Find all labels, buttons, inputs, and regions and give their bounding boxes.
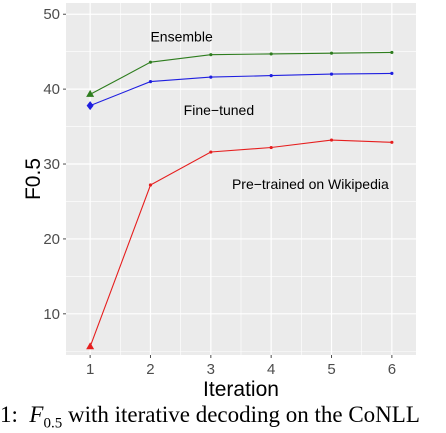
figure-caption: 1: F0.5 with iterative decoding on the C… [0,402,446,433]
y-tick-label: 20 [43,231,60,248]
data-point [148,60,153,64]
x-axis-title: Iteration [203,378,279,401]
caption-prefix: 1: [0,402,30,427]
caption-math-sub: 0.5 [43,415,63,432]
data-point [329,72,334,76]
data-point [269,74,273,78]
y-tick-label: 30 [43,156,60,173]
x-tick-label: 4 [267,361,275,378]
data-point [390,50,394,55]
data-point [269,145,273,150]
x-tick-label: 3 [207,361,215,378]
series-layer [86,50,394,350]
data-point [209,53,213,57]
data-point [86,101,94,111]
data-point [209,150,213,154]
series-annotation: Ensemble [150,29,212,45]
series-annotation: Pre−trained on Wikipedia [232,176,389,192]
data-point [329,138,334,142]
data-point [209,75,213,79]
data-point [148,183,153,187]
y-tick-label: 50 [43,6,60,23]
y-axis-title: F0.5 [22,158,45,200]
data-point [390,71,394,75]
data-point [390,140,394,144]
caption-math-base: F [29,402,44,427]
data-point [269,52,273,56]
data-point [329,51,334,55]
series-line-2 [89,72,392,107]
minor-grid [66,3,416,355]
series-line-3 [89,139,392,347]
x-tick-label: 1 [86,361,94,378]
series-line-1 [89,51,392,95]
axes: 10 20 30 40 50 1 2 3 4 5 6 [43,6,396,378]
annotation-layer: Ensemble Fine−tuned Pre−trained on Wikiped… [150,29,388,193]
major-grid [66,3,416,355]
chart: Ensemble Fine−tuned Pre−trained on Wikiped… [22,3,416,401]
x-tick-label: 5 [327,361,335,378]
data-point [148,80,153,84]
x-tick-label: 2 [146,361,154,378]
data-point [86,342,95,350]
caption-rest: with iterative decoding on the CoNLL [62,402,420,427]
series-annotation: Fine−tuned [184,102,254,118]
x-tick-label: 6 [388,361,396,378]
data-point [86,89,95,97]
y-tick-label: 40 [43,81,60,98]
y-tick-label: 10 [43,306,60,323]
